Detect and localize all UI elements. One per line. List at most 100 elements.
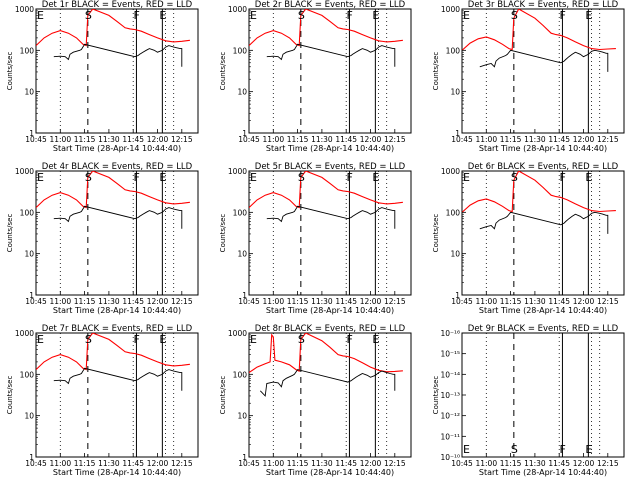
y-tick-label: 1 [29, 291, 34, 300]
x-tick-label: 11:30 [311, 135, 333, 144]
event-marker-label: E [159, 9, 166, 22]
x-tick-label: 11:45 [335, 459, 357, 468]
x-axis-label: Start Time (28-Apr-14 10:44:40) [479, 144, 607, 153]
x-tick-label: 10:45 [238, 135, 260, 144]
x-axis-label: Start Time (28-Apr-14 10:44:40) [53, 306, 181, 315]
event-marker-label: F [559, 9, 565, 22]
x-tick-label: 12:15 [171, 135, 193, 144]
x-tick-label: 11:00 [49, 459, 71, 468]
x-tick-label: 11:15 [500, 297, 522, 306]
series-lld-line [249, 171, 403, 209]
event-marker-label: F [133, 171, 139, 184]
x-tick-label: 11:00 [262, 459, 284, 468]
event-marker-label: S [298, 171, 305, 184]
x-tick-label: 12:00 [147, 297, 169, 306]
y-tick-label: 10⁻¹¹ [440, 432, 460, 441]
x-tick-label: 11:45 [122, 135, 144, 144]
x-tick-label: 11:30 [524, 297, 546, 306]
x-tick-label: 11:15 [74, 459, 96, 468]
y-axis-label: Counts/sec [219, 214, 227, 253]
y-tick-label: 10⁻¹⁴ [440, 370, 460, 379]
x-tick-label: 11:15 [74, 135, 96, 144]
series-lld-line [462, 9, 616, 51]
x-tick-label: 12:15 [384, 297, 406, 306]
event-marker-label: S [511, 171, 518, 184]
plot-frame [35, 332, 199, 458]
y-tick-label: 10 [24, 250, 34, 259]
x-tick-label: 11:00 [49, 297, 71, 306]
x-tick-label: 10:45 [238, 459, 260, 468]
plot-area [249, 333, 403, 457]
event-marker-label: E [159, 333, 166, 346]
event-marker-label: E [585, 9, 592, 22]
event-marker-label: E [372, 9, 379, 22]
y-tick-label: 10 [237, 412, 247, 421]
event-marker-label: S [298, 9, 305, 22]
y-tick-label: 10 [24, 412, 34, 421]
event-marker-label: E [250, 171, 257, 184]
plot-frame [35, 170, 199, 296]
x-axis-label: Start Time (28-Apr-14 10:44:40) [266, 468, 394, 477]
event-marker-label: E [585, 443, 592, 456]
x-tick-label: 11:30 [524, 135, 546, 144]
chart-title: Det 1r BLACK = Events, RED = LLD [42, 0, 193, 10]
event-marker-label: E [37, 333, 44, 346]
y-tick-label: 1000 [15, 329, 34, 338]
event-marker-label: S [85, 171, 92, 184]
series-events-line [53, 205, 183, 229]
event-marker-label: E [372, 333, 379, 346]
x-tick-label: 11:00 [262, 297, 284, 306]
x-tick-label: 11:30 [98, 135, 120, 144]
y-tick-label: 1 [242, 291, 247, 300]
y-axis-label: Counts/sec [6, 52, 14, 91]
x-tick-label: 12:00 [573, 459, 595, 468]
series-events-line [259, 369, 396, 397]
chart-title: Det 2r BLACK = Events, RED = LLD [255, 0, 406, 10]
x-tick-label: 10:45 [25, 297, 47, 306]
event-marker-label: E [585, 171, 592, 184]
event-marker-label: F [559, 171, 565, 184]
plot-area [36, 171, 190, 295]
x-axis-label: Start Time (28-Apr-14 10:44:40) [479, 306, 607, 315]
event-marker-label: E [463, 443, 470, 456]
y-axis-label: Counts/sec [432, 214, 440, 253]
y-tick-label: 1 [29, 129, 34, 138]
event-marker-label: E [250, 333, 257, 346]
plot-frame [461, 332, 625, 458]
y-tick-label: 100 [233, 370, 248, 379]
series-lld-line [36, 9, 190, 47]
event-marker-label: E [37, 9, 44, 22]
y-tick-label: 10 [237, 88, 247, 97]
series-events-line [479, 49, 609, 72]
x-axis-label: Start Time (28-Apr-14 10:44:40) [53, 468, 181, 477]
series-events-line [266, 205, 396, 229]
y-axis-label: Counts/sec [432, 376, 440, 415]
event-marker-label: F [346, 9, 352, 22]
x-tick-label: 11:30 [311, 459, 333, 468]
event-marker-label: F [346, 171, 352, 184]
chart-title: Det 6r BLACK = Events, RED = LLD [468, 162, 619, 172]
event-marker-label: E [463, 171, 470, 184]
y-tick-label: 100 [446, 208, 461, 217]
y-tick-label: 10 [237, 250, 247, 259]
y-tick-label: 100 [233, 46, 248, 55]
event-marker-label: S [511, 443, 518, 456]
x-tick-label: 12:00 [360, 135, 382, 144]
series-lld-line [249, 333, 403, 374]
y-tick-label: 1000 [228, 5, 247, 14]
x-tick-label: 11:15 [74, 297, 96, 306]
y-tick-label: 1000 [228, 329, 247, 338]
plot-area [249, 9, 403, 133]
x-tick-label: 11:45 [335, 297, 357, 306]
plot-area [36, 9, 190, 133]
plot-frame [248, 170, 412, 296]
y-tick-label: 100 [20, 46, 35, 55]
x-tick-label: 11:30 [311, 297, 333, 306]
